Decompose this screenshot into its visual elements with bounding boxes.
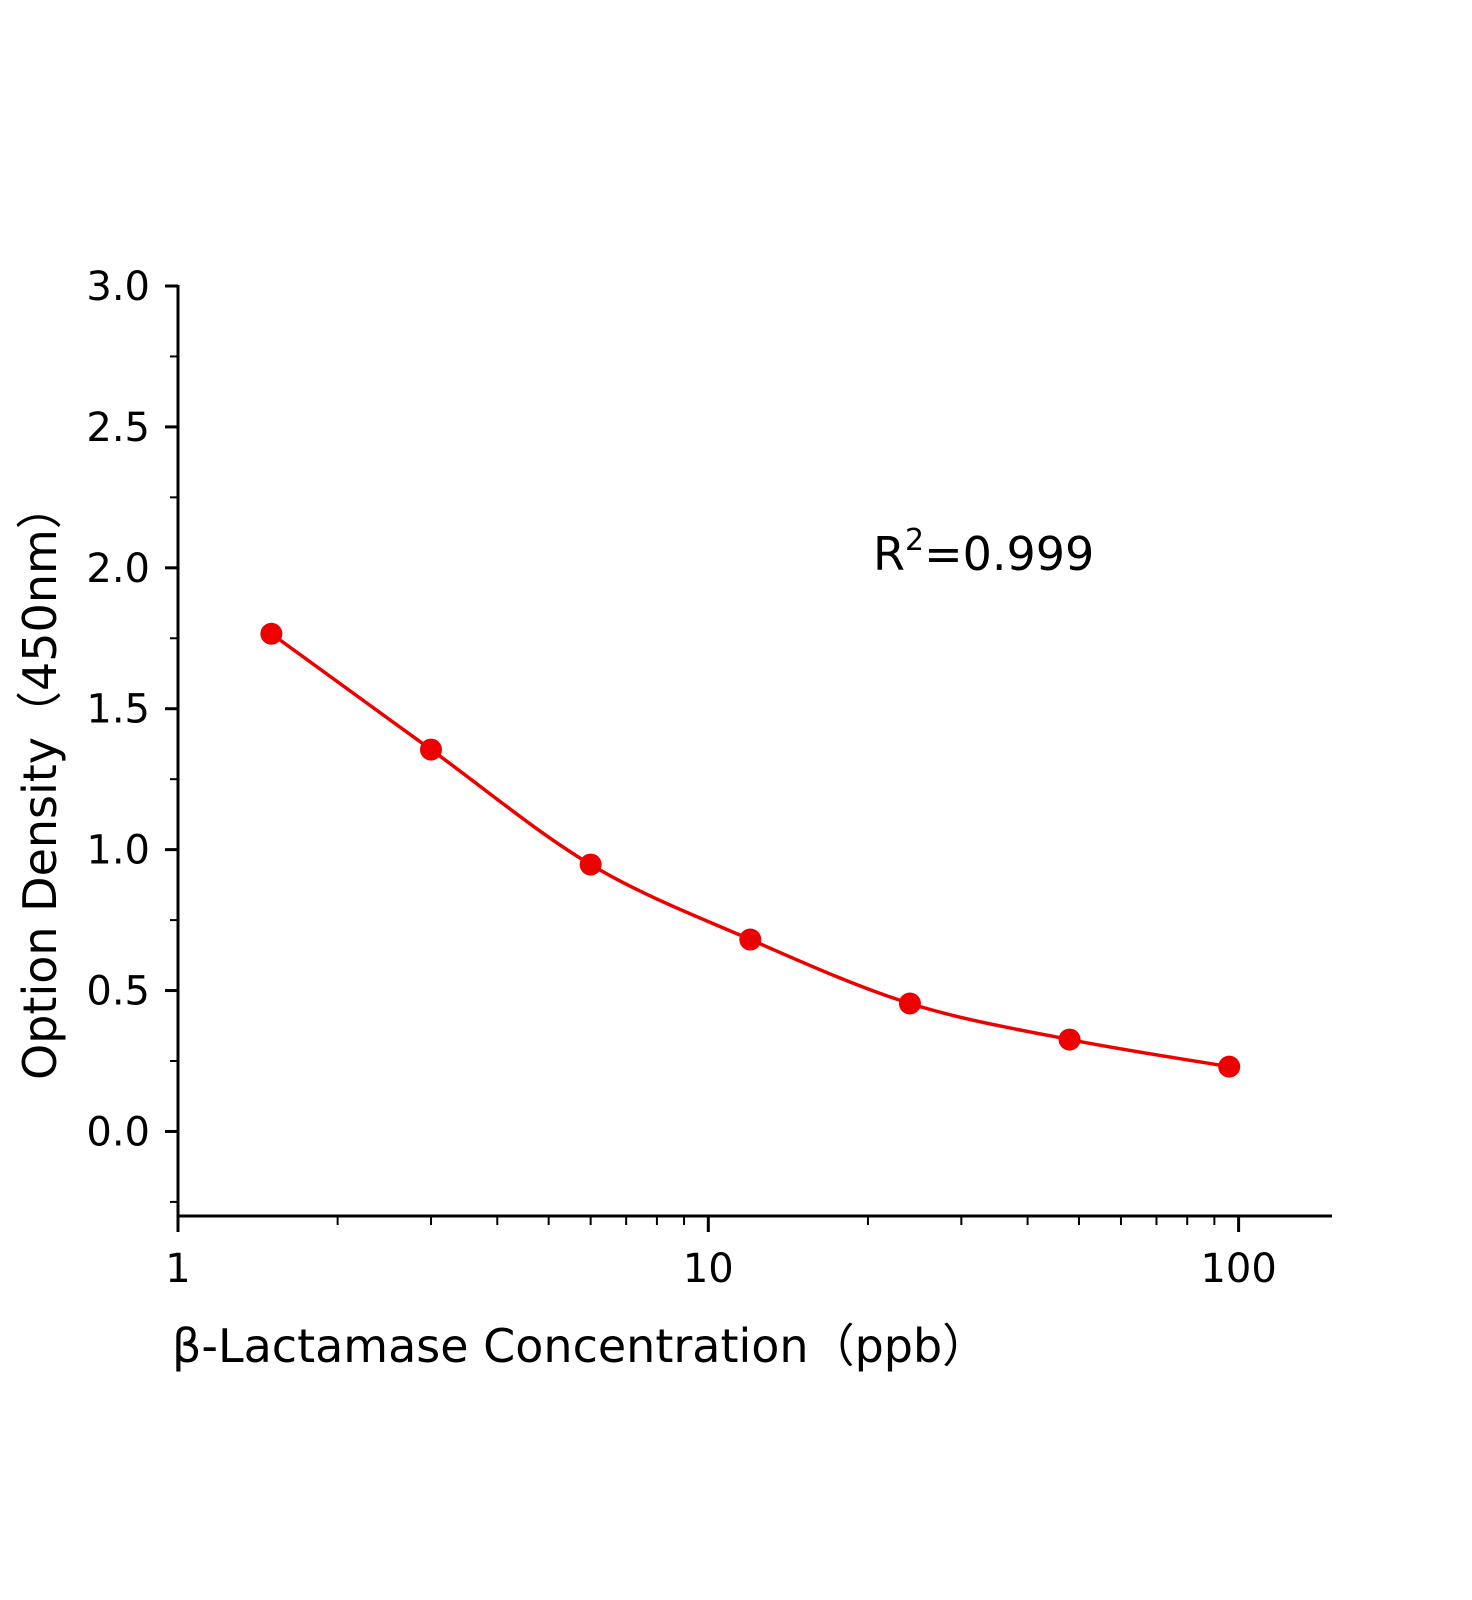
x-tick-label: 1 [165,1246,190,1292]
ticks: 0.0 0.5 1.0 1.5 2.0 2.5 3.0 1 10 100 [86,264,1276,1292]
y-tick-label: 1.5 [86,687,150,733]
y-tick-label: 2.0 [86,546,150,592]
data-point [1218,1055,1241,1078]
y-axis-label: Option Density（450nm） [13,483,67,1080]
y-tick-label: 3.0 [86,264,150,310]
y-tick-label: 0.5 [86,969,150,1015]
data-point [579,853,602,876]
data-point [1058,1028,1081,1051]
y-tick-label: 1.0 [86,828,150,874]
y-tick-label: 2.5 [86,405,150,451]
x-tick-label: 100 [1200,1246,1276,1292]
data-point [898,992,921,1015]
data-point [420,738,443,761]
axes [176,285,1332,1218]
x-axis-label: β-Lactamase Concentration（ppb） [172,1319,988,1373]
data-point [260,622,283,645]
fit-curve [270,632,1230,1069]
y-tick-label: 0.0 [86,1109,150,1155]
data-point [739,928,762,951]
series [260,622,1241,1078]
r-squared-annotation: R2=0.999 [873,523,1094,581]
x-tick-label: 10 [683,1246,734,1292]
